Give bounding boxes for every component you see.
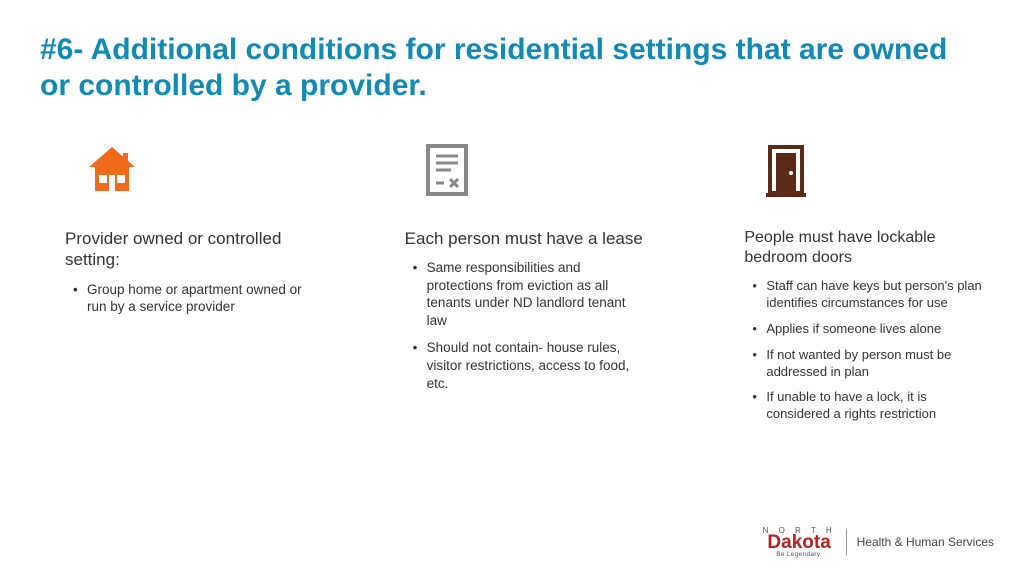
logo-divider bbox=[846, 529, 847, 555]
logo-tagline: Be Legendary. bbox=[776, 551, 822, 558]
list-item: Should not contain- house rules, visitor… bbox=[413, 339, 645, 392]
nd-logo: N O R T H Dakota Be Legendary. bbox=[763, 526, 836, 558]
bullet-list: Same responsibilities and protections fr… bbox=[395, 259, 645, 402]
list-item: If not wanted by person must be addresse… bbox=[752, 347, 984, 381]
content-columns: Provider owned or controlled setting: Gr… bbox=[55, 140, 984, 432]
bullet-list: Staff can have keys but person's plan id… bbox=[734, 278, 984, 432]
footer-logo: N O R T H Dakota Be Legendary. Health & … bbox=[763, 526, 994, 558]
logo-department: Health & Human Services bbox=[857, 535, 994, 549]
column-lease: Each person must have a lease Same respo… bbox=[395, 140, 645, 432]
list-item: Same responsibilities and protections fr… bbox=[413, 259, 645, 329]
column-lockable-doors: People must have lockable bedroom doors … bbox=[734, 140, 984, 432]
list-item: If unable to have a lock, it is consider… bbox=[752, 389, 984, 423]
column-provider-setting: Provider owned or controlled setting: Gr… bbox=[55, 140, 305, 432]
slide-title: #6- Additional conditions for residentia… bbox=[40, 32, 984, 104]
column-heading: People must have lockable bedroom doors bbox=[734, 228, 984, 268]
column-heading: Provider owned or controlled setting: bbox=[55, 228, 305, 271]
list-item: Applies if someone lives alone bbox=[752, 321, 984, 338]
list-item: Group home or apartment owned or run by … bbox=[73, 281, 305, 316]
document-x-icon bbox=[395, 140, 645, 200]
door-icon bbox=[734, 140, 984, 200]
list-item: Staff can have keys but person's plan id… bbox=[752, 278, 984, 312]
logo-dakota-text: Dakota bbox=[767, 535, 830, 551]
bullet-list: Group home or apartment owned or run by … bbox=[55, 281, 305, 326]
column-heading: Each person must have a lease bbox=[395, 228, 645, 249]
house-icon bbox=[55, 140, 305, 200]
